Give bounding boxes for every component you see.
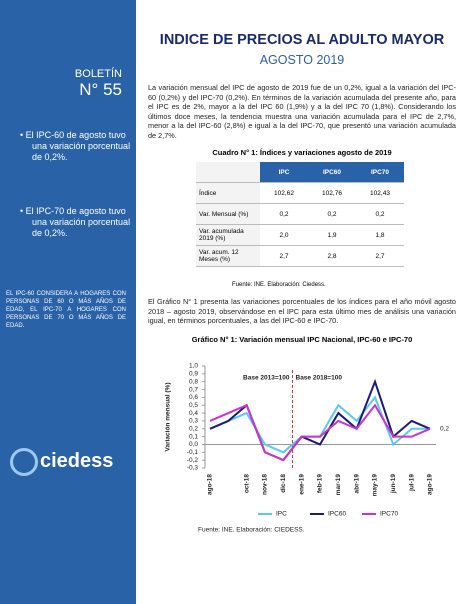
table-row: Var. acumulada 2019 (%) 2,0 1,9 1,8 — [196, 224, 404, 246]
y-tick-label: -0,3 — [187, 465, 199, 472]
table-row: IPC IPC60 IPC70 — [196, 162, 404, 183]
x-tick-label: jun-19 — [390, 474, 397, 495]
legend-label: IPC60 — [328, 511, 346, 518]
row-label: Var. acumulada 2019 (%) — [196, 224, 260, 246]
header-cell: IPC60 — [308, 162, 356, 183]
header-cell: IPC70 — [356, 162, 404, 183]
chart-title: Gráfico N° 1: Variación mensual IPC Naci… — [191, 335, 413, 344]
sidebar: BOLETÍN N° 55 • El IPC-60 de agosto tuvo… — [0, 0, 136, 604]
logo: ciedess — [40, 450, 114, 472]
bulletin-label: BOLETÍN — [74, 68, 122, 80]
y-axis-label: Variación mensual (%) — [165, 383, 172, 452]
bullet-text: El IPC-60 de agosto tuvo una variación p… — [25, 130, 131, 162]
y-tick-label: 0,3 — [189, 418, 198, 425]
bullet: • El IPC-70 de agosto tuvo una variación… — [20, 206, 131, 238]
y-tick-label: 0,1 — [189, 433, 198, 440]
paragraph: El Gráfico N° 1 presenta las variaciones… — [148, 297, 456, 326]
y-tick-label: 0,9 — [189, 371, 198, 378]
cell: 2,7 — [260, 245, 308, 267]
cell: 0,2 — [260, 203, 308, 225]
series-line — [209, 403, 431, 462]
table-row: Var. acum. 12 Meses (%) 2,7 2,8 2,7 — [196, 245, 404, 267]
table-row: Var. Mensual (%) 0,2 0,2 0,2 — [196, 203, 404, 225]
x-tick-label: may-19 — [372, 474, 379, 497]
table-source: Fuente: INE. Elaboración: Ciedess. — [232, 282, 326, 288]
x-tick-label: dic-18 — [280, 474, 287, 493]
row-label: Índice — [196, 182, 260, 204]
title: INDICE DE PRECIOS AL ADULTO MAYOR — [159, 32, 445, 48]
y-tick-label: 0,0 — [189, 441, 198, 448]
table: IPC IPC60 IPC70 Índice 102,62 102,76 102,43 Var… — [196, 162, 404, 267]
x-tick-label: ago-18 — [207, 474, 214, 495]
y-tick-label: 0,7 — [189, 386, 198, 393]
data-label: 0,2 — [440, 425, 449, 432]
y-tick-label: -0,1 — [187, 449, 199, 456]
header-cell: IPC — [260, 162, 308, 183]
series-line — [209, 378, 431, 462]
cell: 102,43 — [356, 182, 404, 204]
cell: 2,8 — [308, 245, 356, 267]
row-label: Var. acum. 12 Meses (%) — [196, 245, 260, 267]
paragraph: La variación mensual del IPC de agosto d… — [148, 83, 456, 140]
logo-icon — [10, 448, 38, 476]
cell: 2,0 — [260, 224, 308, 246]
y-tick-label: -0,2 — [187, 457, 199, 464]
chart: Variación mensual (%)1,00,90,80,70,60,50… — [165, 363, 450, 534]
bulletin-number: N° 55 — [79, 80, 122, 99]
cell: 102,62 — [260, 182, 308, 204]
bullet: • El IPC-60 de agosto tuvo una variación… — [20, 130, 131, 162]
x-tick-label: mar-19 — [335, 474, 342, 496]
note: EL IPC-60 CONSIDERA A HOGARES CON PERSON… — [6, 291, 126, 329]
annotation: Base 2018=100 — [296, 375, 343, 382]
row-label: Var. Mensual (%) — [196, 203, 260, 225]
cell: 0,2 — [308, 203, 356, 225]
x-tick-label: nov-18 — [262, 474, 269, 495]
cell: 102,76 — [308, 182, 356, 204]
y-tick-label: 1,0 — [189, 363, 198, 370]
y-tick-label: 0,6 — [189, 394, 198, 401]
legend-label: IPC70 — [380, 511, 398, 518]
y-tick-label: 0,2 — [189, 425, 198, 432]
legend-label: IPC — [276, 511, 287, 518]
table-row: Índice 102,62 102,76 102,43 — [196, 182, 404, 204]
x-tick-label: oct-18 — [243, 474, 250, 494]
chart-source: Fuente: INE. Elaboración: CIEDESS. — [198, 527, 305, 534]
y-tick-label: 0,4 — [189, 410, 198, 417]
x-tick-label: jul-19 — [408, 474, 415, 492]
subtitle: AGOSTO 2019 — [259, 53, 345, 67]
y-tick-label: 0,5 — [189, 402, 198, 409]
x-tick-label: ago-19 — [427, 474, 434, 495]
cell: 1,9 — [308, 224, 356, 246]
cell: 0,2 — [356, 203, 404, 225]
cell: 2,7 — [356, 245, 404, 267]
table-title: Cuadro N° 1: Índices y variaciones agost… — [212, 148, 392, 157]
bullet-text: El IPC-70 de agosto tuvo una variación p… — [25, 206, 131, 238]
cell: 1,8 — [356, 224, 404, 246]
header-cell — [196, 162, 260, 183]
annotation: Base 2013=100 — [243, 375, 290, 382]
x-tick-label: abr-19 — [353, 474, 360, 494]
y-tick-label: 0,8 — [189, 378, 198, 385]
x-tick-label: ene-19 — [298, 474, 305, 495]
x-tick-label: feb-19 — [317, 474, 324, 494]
